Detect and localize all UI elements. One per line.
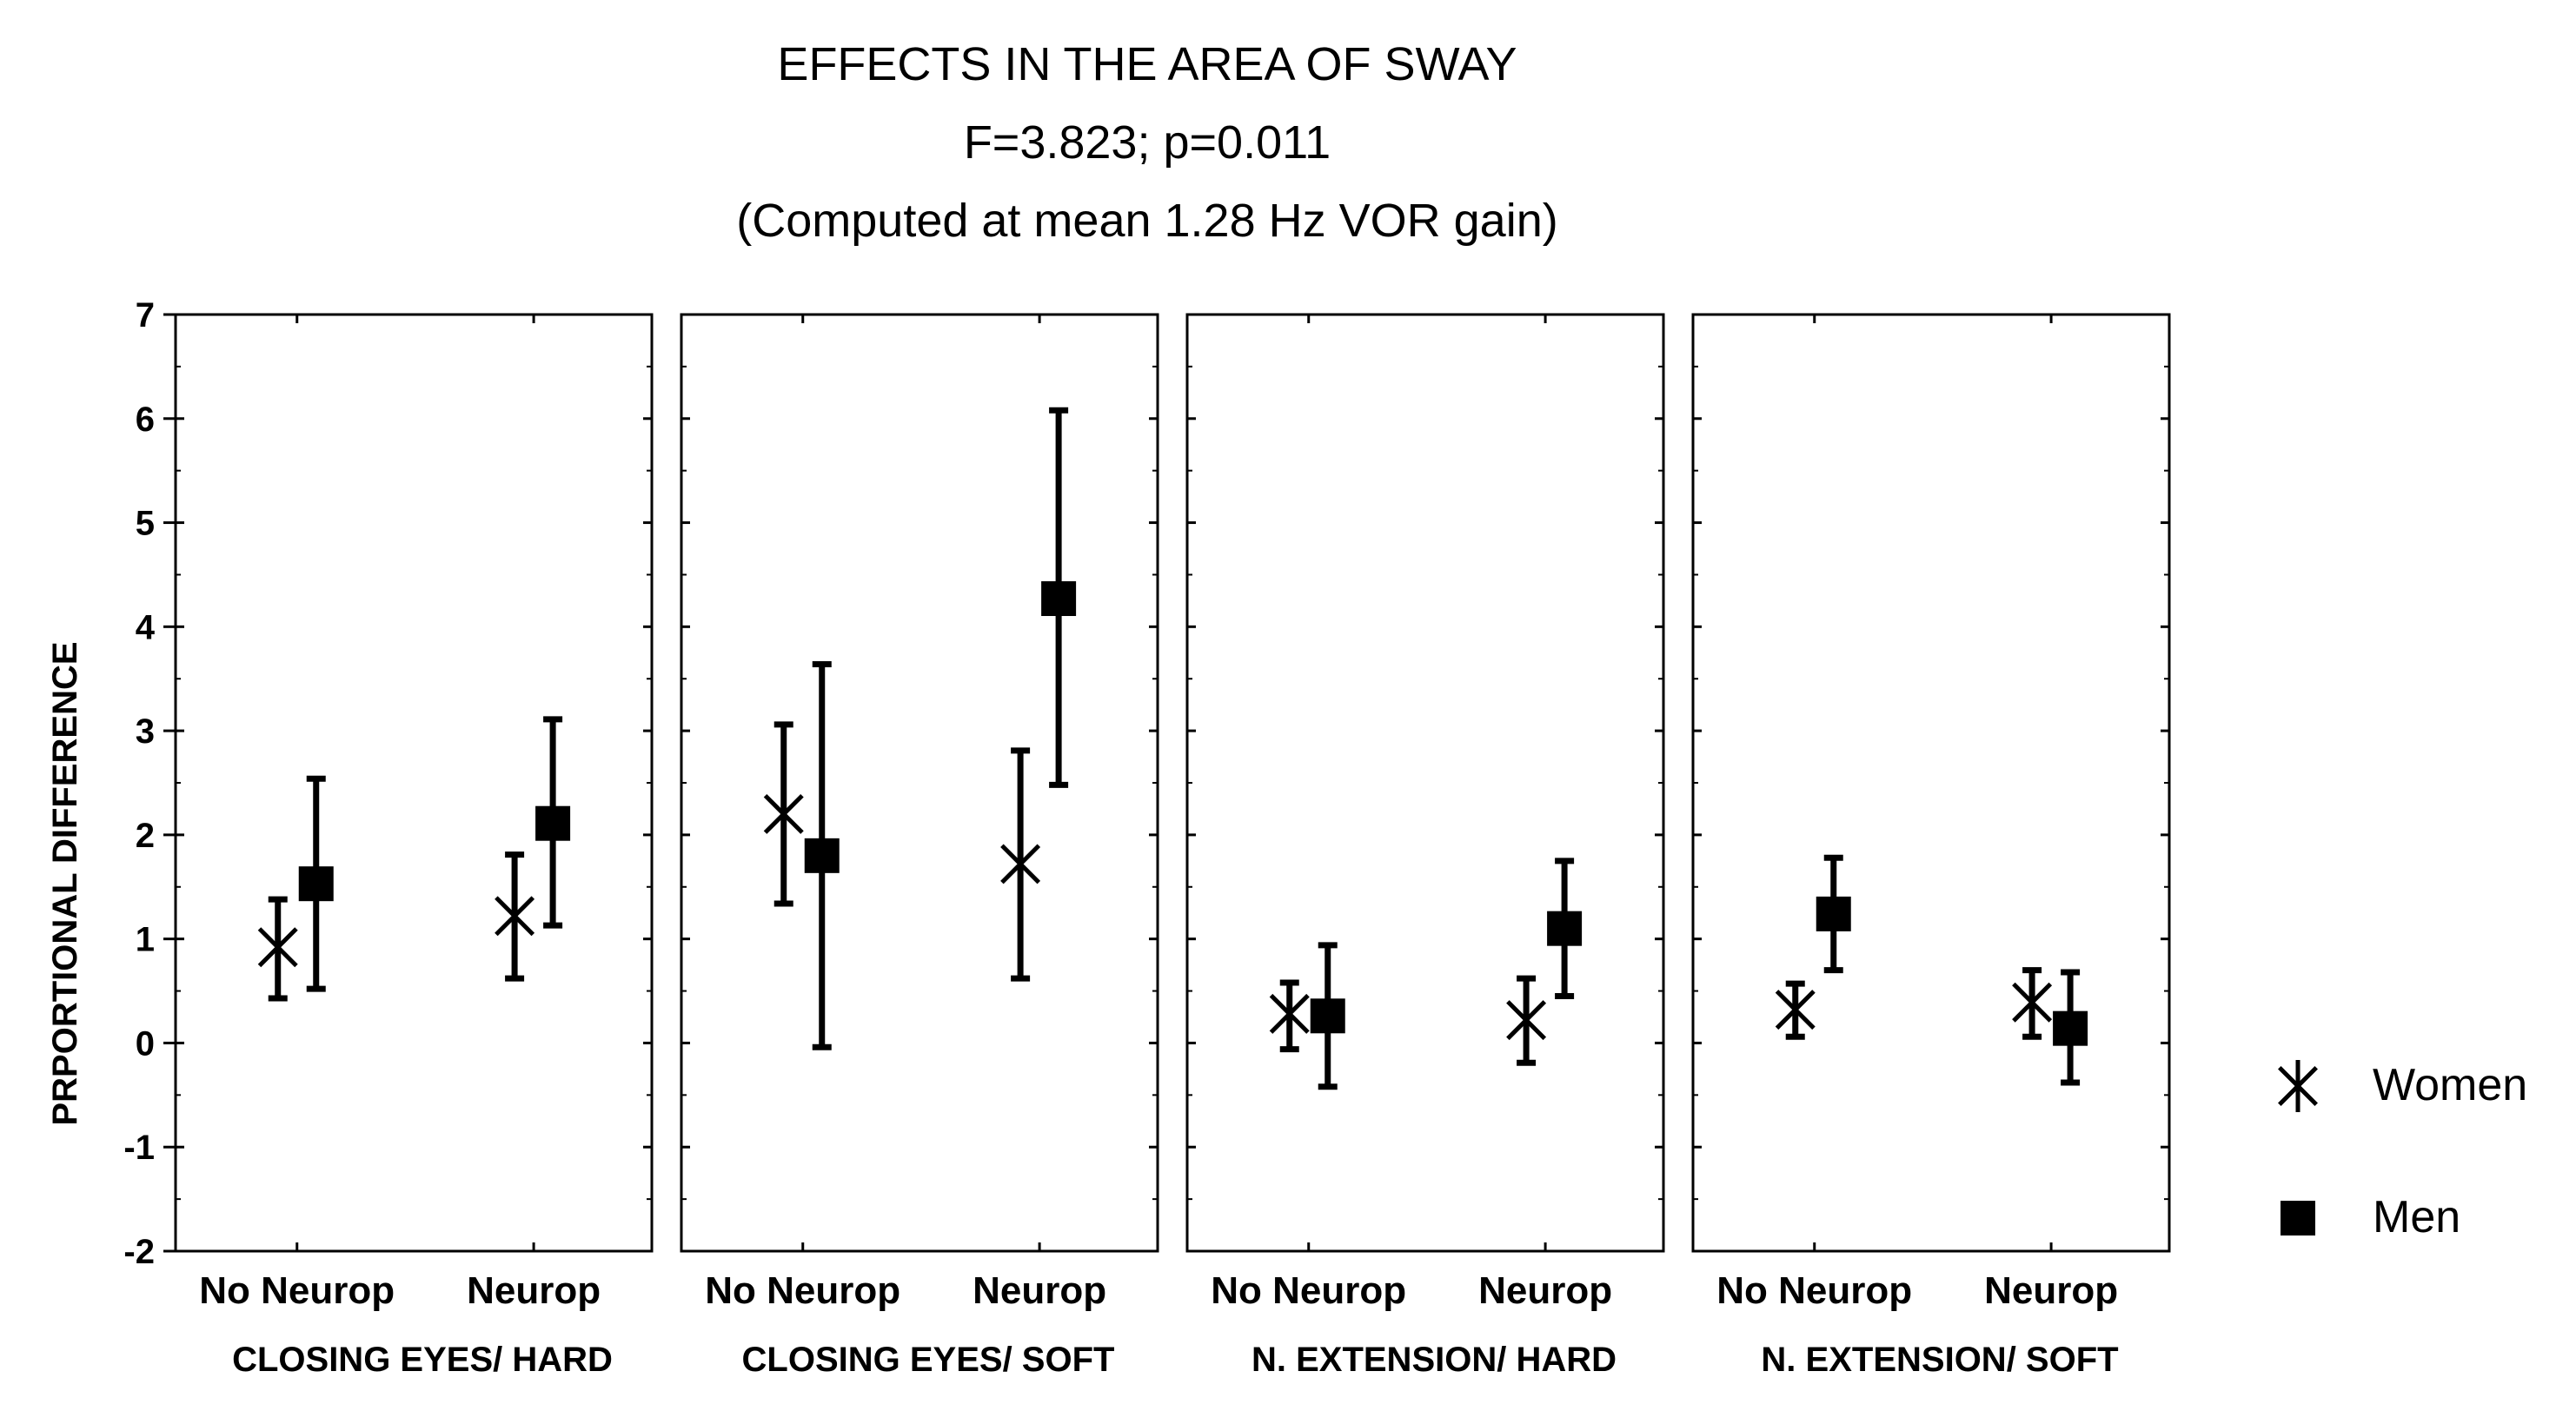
panel-frame xyxy=(680,313,1159,1253)
point-women-neurop xyxy=(2012,976,2053,1029)
y-tick-label-4: 4 xyxy=(136,608,156,646)
x-tick-label-no-neurop: No Neurop xyxy=(1716,1269,1912,1312)
y-tick-label-minus-1: -1 xyxy=(123,1129,155,1167)
panel-label: N. EXTENSION/ SOFT xyxy=(1761,1341,2118,1379)
point-men-neurop xyxy=(1547,911,1583,946)
x-tick-label-no-neurop: No Neurop xyxy=(199,1269,395,1312)
panel-label: N. EXTENSION/ HARD xyxy=(1251,1341,1617,1379)
x-tick-label-neurop: Neurop xyxy=(467,1269,601,1312)
point-women-no-neurop xyxy=(257,921,298,974)
legend-label-women: Women xyxy=(2373,1060,2527,1110)
legend: Women Men xyxy=(2278,1060,2527,1242)
point-men-neurop xyxy=(1041,580,1077,616)
y-axis-label: PRPORTIONAL DIFFERENCE xyxy=(46,641,84,1125)
panel-frame xyxy=(1185,313,1665,1253)
panel-n-extension-hard: No Neurop Neurop N. EXTENSION/ HARD xyxy=(1185,313,1665,1379)
point-men-neurop xyxy=(535,805,571,841)
point-women-no-neurop xyxy=(1269,987,1310,1040)
chart-subtitle: F=3.823; p=0.011 xyxy=(964,116,1331,169)
legend-marker-women xyxy=(2278,1060,2318,1112)
point-women-neurop xyxy=(1506,994,1547,1047)
point-men-no-neurop xyxy=(1816,896,1851,931)
y-tick-label-5: 5 xyxy=(136,505,155,543)
x-tick-label-no-neurop: No Neurop xyxy=(1211,1269,1406,1312)
panel-n-extension-soft: No Neurop Neurop N. EXTENSION/ SOFT xyxy=(1691,313,2171,1379)
y-tick-label-2: 2 xyxy=(136,817,155,855)
point-women-no-neurop xyxy=(763,787,804,840)
panel-closing-eyes-soft: No Neurop Neurop CLOSING EYES/ SOFT xyxy=(680,313,1159,1379)
point-men-no-neurop xyxy=(1310,998,1345,1034)
point-men-neurop xyxy=(2053,1010,2088,1046)
point-women-neurop xyxy=(495,890,535,943)
x-tick-label-neurop: Neurop xyxy=(1984,1269,2118,1312)
y-tick-label-6: 6 xyxy=(136,401,155,439)
panel-label: CLOSING EYES/ SOFT xyxy=(742,1341,1115,1379)
y-tick-label-3: 3 xyxy=(136,712,155,751)
point-women-neurop xyxy=(1000,838,1041,891)
chart-note: (Computed at mean 1.28 Hz VOR gain) xyxy=(736,195,1557,247)
x-tick-label-no-neurop: No Neurop xyxy=(705,1269,900,1312)
panel-closing-eyes-hard: No Neurop Neurop CLOSING EYES/ HARD xyxy=(163,313,654,1379)
panel-label: CLOSING EYES/ HARD xyxy=(232,1341,613,1379)
y-tick-label-minus-2: -2 xyxy=(123,1233,155,1271)
chart-title: EFFECTS IN THE AREA OF SWAY xyxy=(777,38,1517,90)
y-tick-label-0: 0 xyxy=(136,1024,155,1063)
legend-marker-men xyxy=(2281,1201,2315,1235)
panel-frame xyxy=(174,313,654,1253)
y-ticks-layer: 7 6 5 4 3 2 1 0 -1 -2 xyxy=(123,296,155,1271)
point-women-no-neurop xyxy=(1775,984,1816,1037)
panel-frame xyxy=(1691,313,2171,1253)
point-men-no-neurop xyxy=(298,866,334,902)
y-tick-label-7: 7 xyxy=(136,296,155,335)
legend-label-men: Men xyxy=(2373,1192,2460,1242)
x-tick-label-neurop: Neurop xyxy=(973,1269,1106,1312)
x-tick-label-neurop: Neurop xyxy=(1478,1269,1612,1312)
point-men-no-neurop xyxy=(804,838,840,873)
y-tick-label-1: 1 xyxy=(136,921,155,959)
